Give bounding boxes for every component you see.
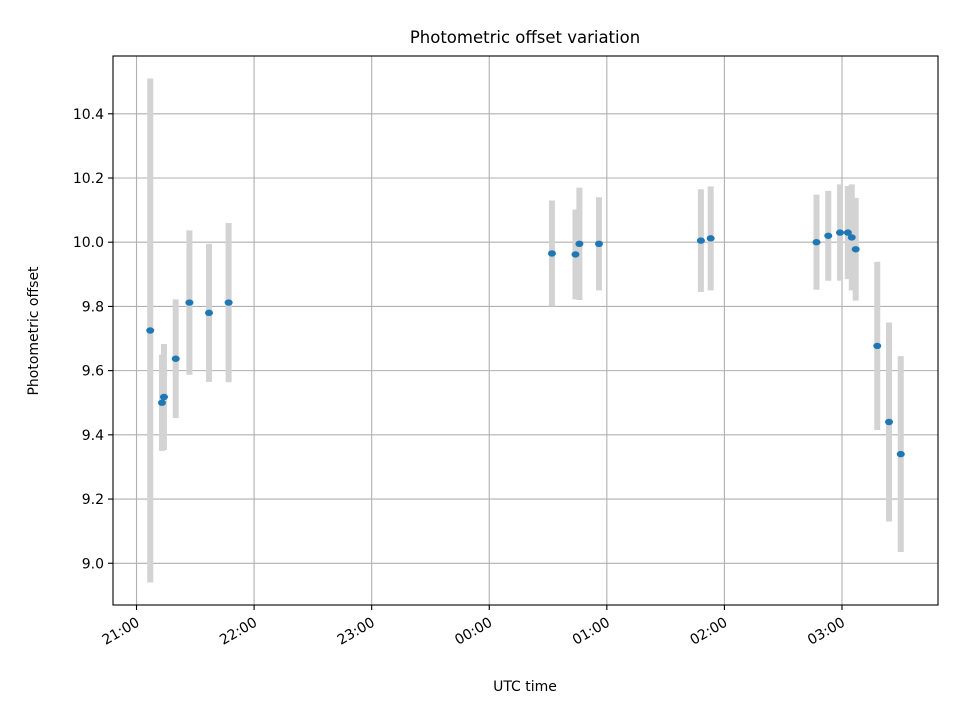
data-point bbox=[836, 229, 845, 236]
y-tick-label: 9.2 bbox=[82, 492, 104, 508]
plot-frame bbox=[112, 55, 939, 606]
data-point bbox=[896, 450, 905, 458]
y-axis-ticks: 9.0 9.2 9.4 9.6 9.8 10.0 10.2 10.4 bbox=[73, 107, 113, 572]
data-point bbox=[571, 251, 580, 258]
data-points bbox=[146, 229, 905, 458]
data-point bbox=[851, 246, 860, 253]
data-point bbox=[185, 299, 194, 306]
y-axis-label: Photometric offset bbox=[26, 266, 42, 396]
data-point bbox=[696, 237, 705, 244]
y-tick-label: 9.0 bbox=[82, 556, 104, 572]
y-tick-label: 9.8 bbox=[82, 299, 104, 315]
data-point bbox=[547, 250, 556, 257]
data-point bbox=[824, 232, 833, 239]
data-point bbox=[873, 342, 882, 350]
data-point bbox=[171, 355, 180, 362]
data-point bbox=[157, 399, 166, 406]
data-point bbox=[843, 229, 852, 236]
grid-lines bbox=[113, 56, 938, 605]
x-axis-label: UTC time bbox=[493, 679, 557, 695]
y-tick-label: 10.4 bbox=[73, 107, 104, 123]
data-point bbox=[224, 299, 233, 306]
data-point bbox=[575, 240, 584, 248]
chart-title: Photometric offset variation bbox=[410, 28, 640, 47]
y-tick-label: 10.0 bbox=[73, 235, 104, 251]
data-point bbox=[847, 234, 856, 241]
y-tick-label: 9.6 bbox=[82, 364, 104, 380]
data-point bbox=[706, 235, 715, 242]
data-point bbox=[594, 240, 603, 248]
data-point bbox=[146, 327, 155, 334]
y-tick-label: 9.4 bbox=[82, 428, 104, 444]
data-point bbox=[159, 393, 168, 401]
data-point bbox=[885, 418, 894, 426]
data-point bbox=[812, 239, 821, 246]
data-point bbox=[205, 309, 214, 317]
y-tick-label: 10.2 bbox=[73, 171, 104, 187]
